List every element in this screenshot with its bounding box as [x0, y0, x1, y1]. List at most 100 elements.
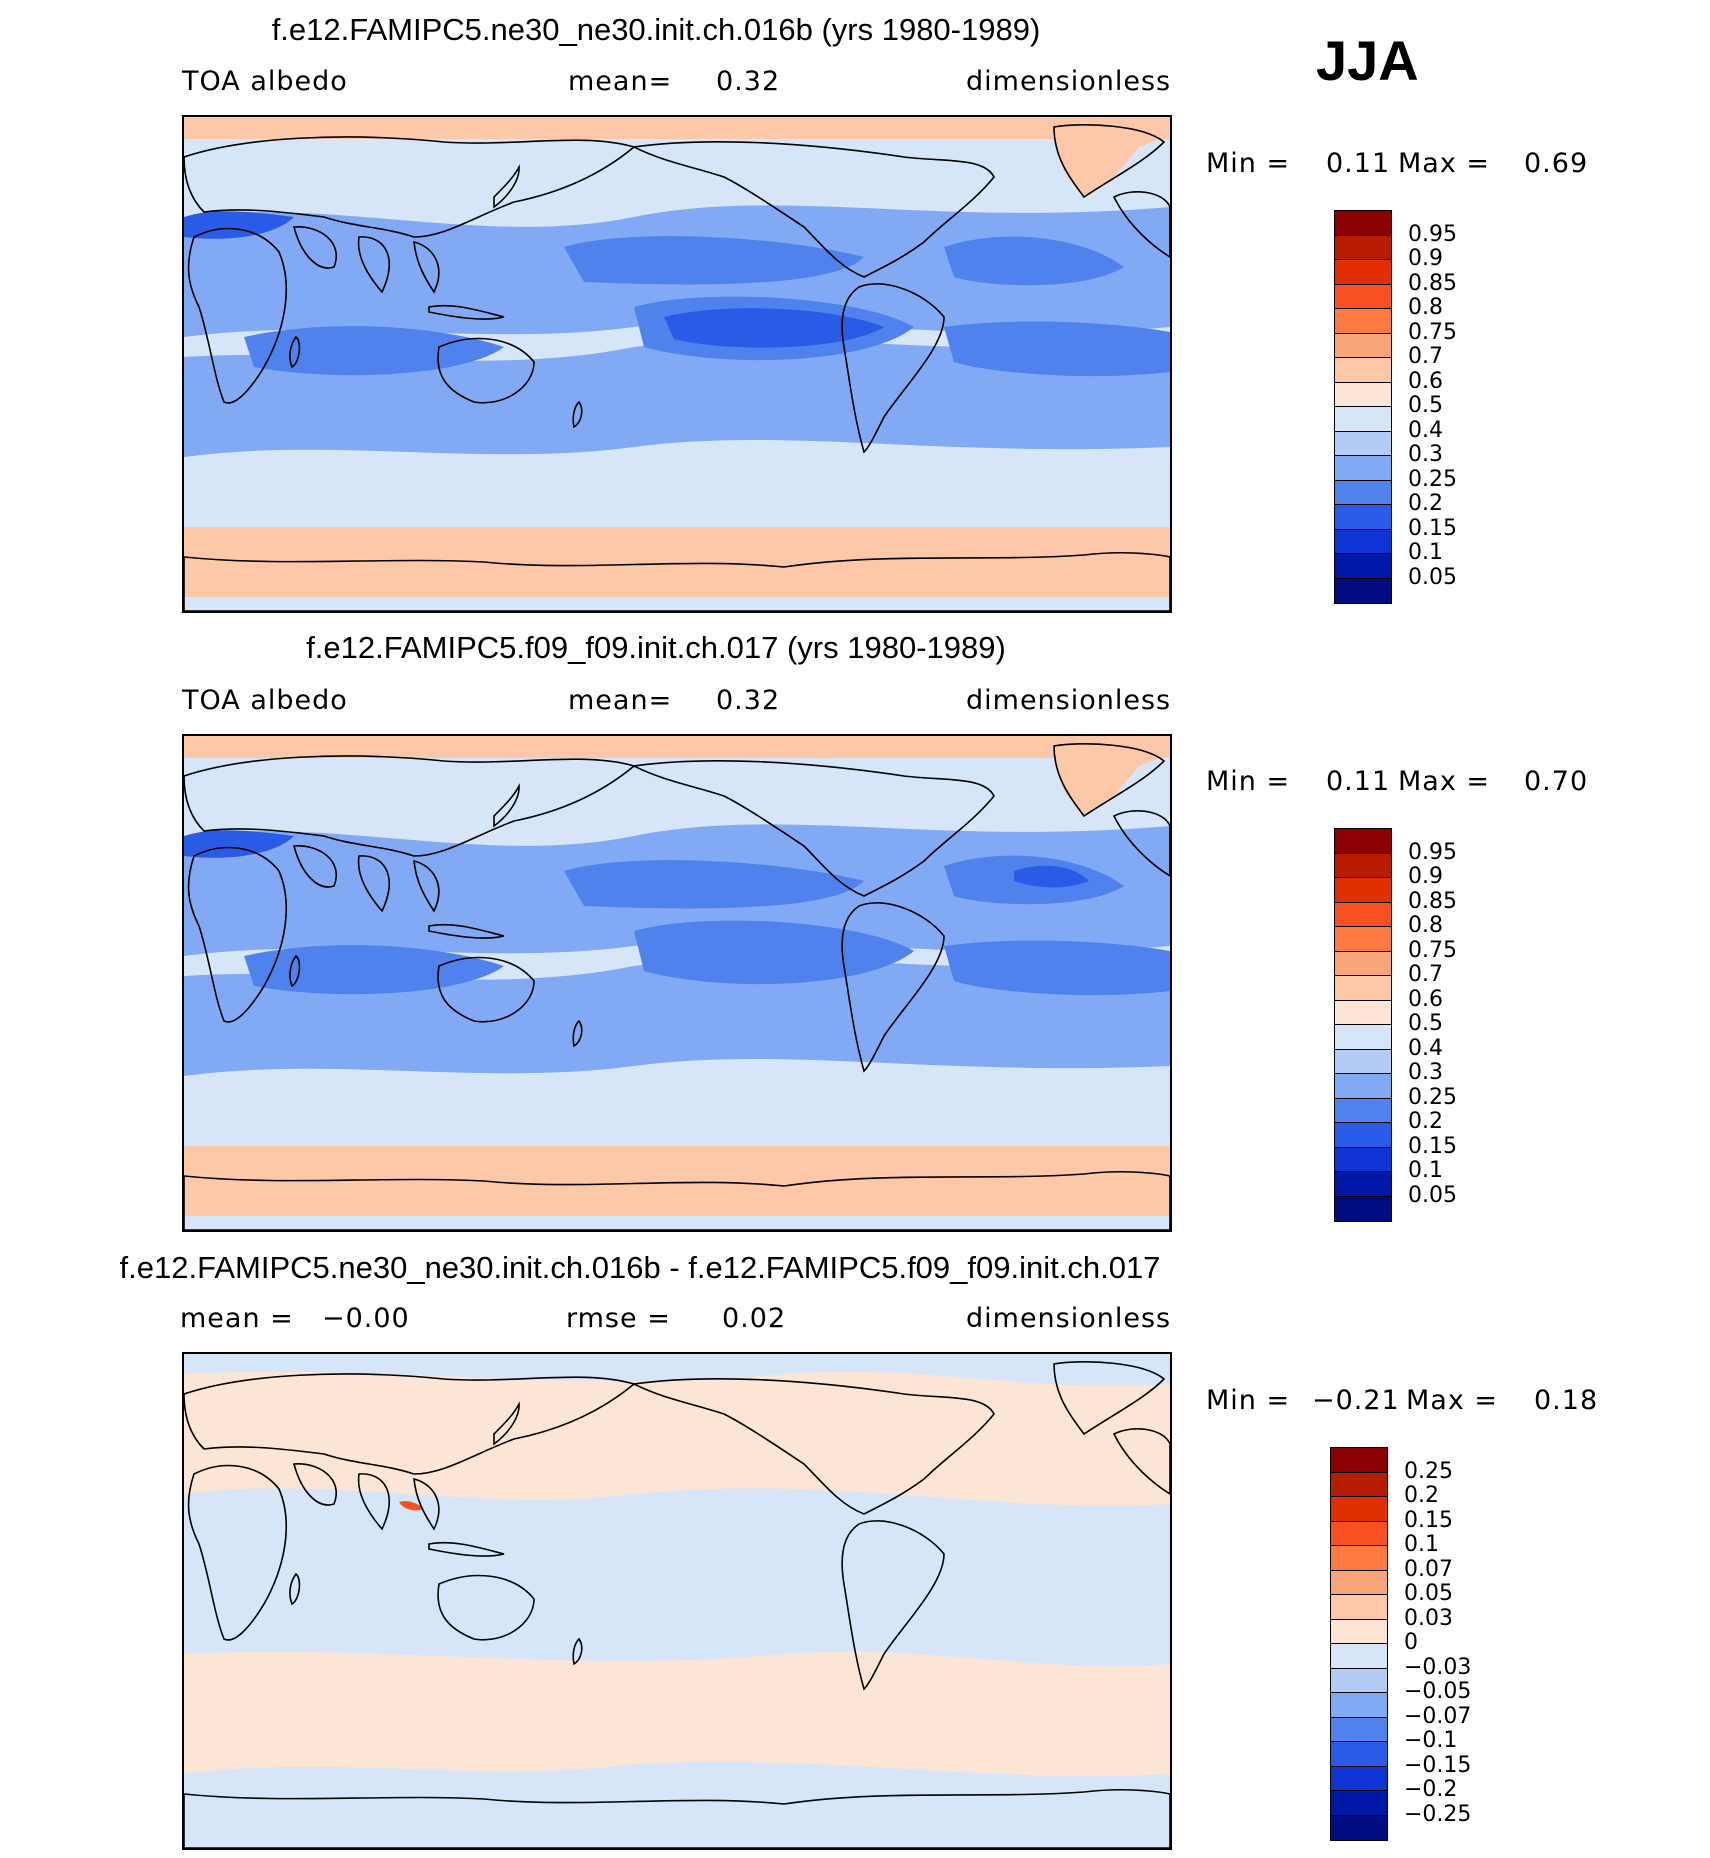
colorbar-swatch [1334, 901, 1392, 928]
p1-antarctic-band [184, 527, 1170, 597]
p2-coast-indonesia [428, 923, 505, 939]
colorbar-swatch [1330, 1447, 1388, 1474]
p2-antarctic-band [184, 1146, 1170, 1216]
colorbar-tick-label: 0.4 [1408, 417, 1443, 443]
panel1-min-value: 0.11 [1326, 148, 1391, 179]
p1-low-atlantic-n [944, 236, 1124, 286]
p2-arctic-band [184, 736, 1170, 758]
panel2-mean-value: 0.32 [716, 685, 781, 716]
p2-coast-india [357, 855, 391, 913]
panel3-map [182, 1352, 1172, 1850]
colorbar-tick-label: −0.07 [1404, 1703, 1472, 1729]
colorbar-swatch [1330, 1594, 1388, 1621]
p1-coast-greenland [1053, 124, 1166, 199]
p2-coast-samerica [841, 902, 945, 1073]
colorbar-tick-label: 0.25 [1408, 466, 1457, 492]
p2-coast-madagascar [289, 954, 301, 988]
colorbar-swatch [1334, 1073, 1392, 1100]
colorbar-tick-label: 0.7 [1408, 344, 1443, 369]
colorbar-swatch [1334, 828, 1392, 855]
colorbar-swatch [1334, 234, 1392, 261]
colorbar-swatch [1330, 1471, 1388, 1498]
colorbar-swatch [1334, 455, 1392, 482]
p2-low-pacific-n [564, 860, 864, 909]
panel1-max-label: Max = [1398, 148, 1491, 179]
colorbar-tick-label: 0.3 [1408, 442, 1443, 467]
p3-coast-greenland [1053, 1361, 1166, 1436]
p3-pos-tibet [399, 1501, 424, 1511]
panel1-map-canvas [184, 117, 1170, 611]
p2-coast-australia [437, 956, 535, 1023]
colorbar-tick-label: 0.5 [1408, 393, 1443, 418]
panel2-units: dimensionless [966, 685, 1172, 716]
colorbar-tick-label: 0.9 [1408, 246, 1443, 271]
colorbar-swatch [1334, 504, 1392, 531]
colorbar-swatch [1334, 1048, 1392, 1075]
p2-coast-seasia [413, 859, 440, 913]
colorbar-tick-label: 0.2 [1408, 1109, 1443, 1134]
colorbar-swatch [1334, 1171, 1392, 1198]
colorbar-swatch [1330, 1790, 1388, 1817]
p2-coast-namerica [631, 759, 995, 897]
p2-coast-eurasia [184, 755, 636, 857]
colorbar-tick-label: 0.25 [1404, 1458, 1453, 1484]
p1-greenland [1054, 117, 1170, 197]
p2-coast-europe [1112, 810, 1170, 877]
panel1-map [182, 115, 1172, 613]
p3-coast-africa [187, 1464, 288, 1641]
colorbar-swatch [1334, 1097, 1392, 1124]
p3-coast-japan [493, 1401, 520, 1446]
panel3-title: f.e12.FAMIPC5.ne30_ne30.init.ch.016b - f… [119, 1250, 1161, 1285]
colorbar-tick-label: 0.05 [1408, 1182, 1457, 1208]
colorbar-swatch [1330, 1545, 1388, 1572]
colorbar-swatch [1334, 479, 1392, 506]
colorbar-tick-label: 0.15 [1404, 1507, 1453, 1533]
p1-low-pacific-n [564, 236, 864, 285]
p3-coast-samerica [841, 1520, 945, 1691]
colorbar-tick-label: −0.03 [1404, 1654, 1472, 1680]
colorbar-swatch [1334, 950, 1392, 977]
p1-coast-antarctica [184, 551, 1170, 611]
p1-coast-africa [187, 227, 288, 404]
colorbar-tick-label: 0.25 [1408, 1084, 1457, 1110]
panel1-max-value: 0.69 [1524, 148, 1589, 179]
colorbar-swatch [1330, 1520, 1388, 1547]
panel1-title: f.e12.FAMIPC5.ne30_ne30.init.ch.016b (yr… [271, 12, 1041, 47]
p3-coast-eurasia [184, 1373, 636, 1475]
colorbar-swatch [1330, 1741, 1388, 1768]
colorbar-tick-label: 0.95 [1408, 221, 1457, 247]
colorbar-tick-label: −0.2 [1404, 1777, 1458, 1802]
p1-coast-eurasia [184, 136, 636, 238]
panel1-mean-label: mean= [568, 66, 673, 97]
panel1-variable-label: TOA albedo [182, 66, 348, 97]
panel1-units: dimensionless [966, 66, 1172, 97]
colorbar-tick-label: 0.1 [1404, 1532, 1439, 1557]
colorbar-tick-label: 0.3 [1408, 1060, 1443, 1085]
colorbar-swatch [1334, 1146, 1392, 1173]
colorbar-tick-label: −0.15 [1404, 1752, 1472, 1778]
panel3-mean-value: −0.00 [322, 1303, 410, 1334]
panel3-mean-label: mean = [180, 1303, 294, 1334]
colorbar-tick-label: 0.75 [1408, 937, 1457, 963]
season-label: JJA [1316, 29, 1419, 92]
colorbar-swatch [1330, 1569, 1388, 1596]
colorbar-swatch [1334, 999, 1392, 1026]
panel2-map-canvas [184, 736, 1170, 1230]
p1-low-atlantic-s [944, 321, 1170, 377]
colorbar-swatch [1334, 283, 1392, 310]
p3-coast-namerica [631, 1377, 995, 1515]
p1-coast-samerica [841, 283, 945, 454]
colorbar-swatch [1334, 975, 1392, 1002]
p1-lowest-pacific-s [664, 308, 884, 348]
colorbar-swatch [1330, 1716, 1388, 1743]
colorbar-swatch [1334, 259, 1392, 286]
colorbar-swatch [1334, 1024, 1392, 1051]
panel3-max-label: Max = [1406, 1385, 1499, 1416]
colorbar-tick-label: 0.4 [1408, 1035, 1443, 1061]
p1-coast-japan [493, 164, 520, 209]
panel2-min-label: Min = [1206, 766, 1291, 797]
p2-coast-africa [187, 846, 288, 1023]
p1-coast-indonesia [428, 304, 505, 320]
p1-coast-seasia [413, 240, 440, 294]
panel3-max-value: 0.18 [1534, 1385, 1599, 1416]
